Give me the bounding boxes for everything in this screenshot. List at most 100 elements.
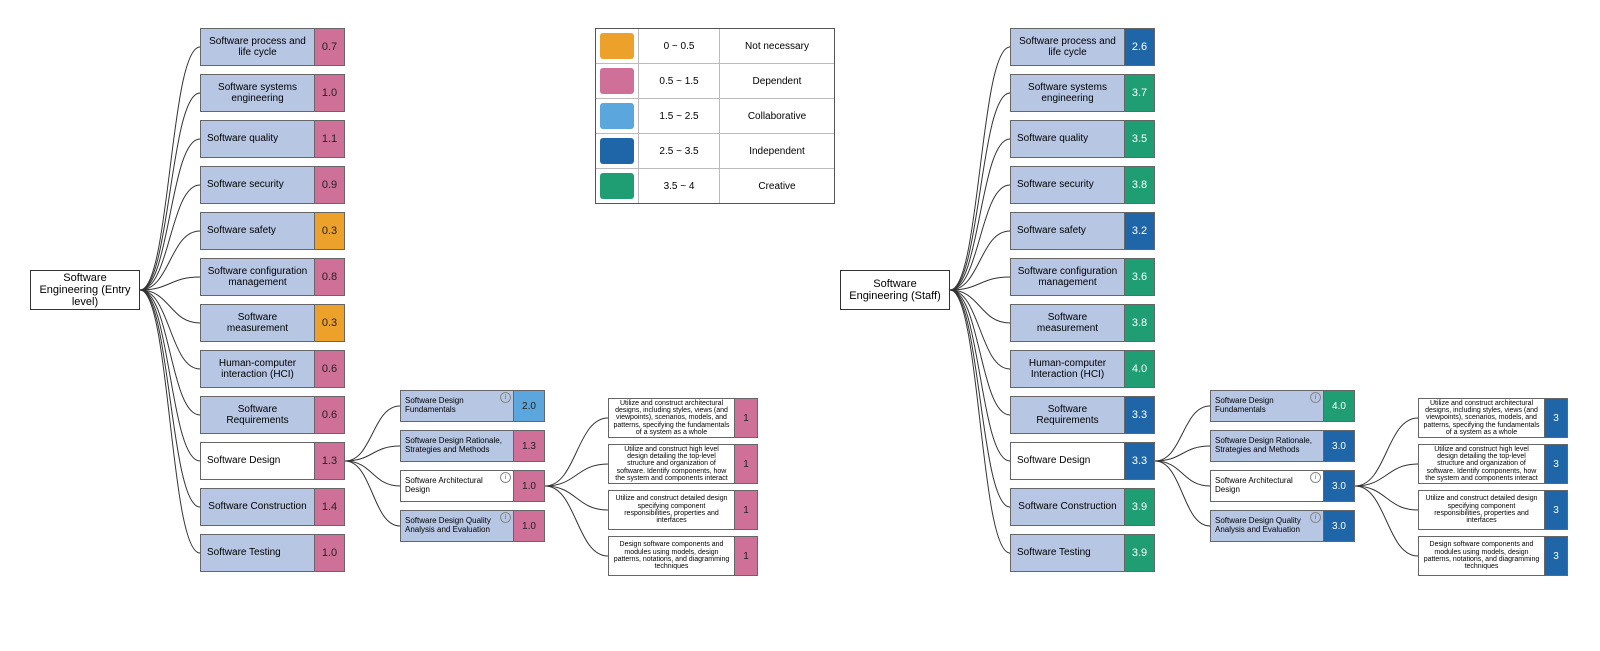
category-label: Software security <box>201 167 314 203</box>
subcategory-label: Software Design Rationale, Strategies an… <box>401 431 513 461</box>
category-label: Software quality <box>1011 121 1124 157</box>
category-node[interactable]: Software security0.9 <box>200 166 345 204</box>
leaf-score: 1 <box>734 445 757 483</box>
category-score: 3.5 <box>1124 121 1154 157</box>
category-node[interactable]: Software systems engineering3.7 <box>1010 74 1155 112</box>
root-node[interactable]: Software Engineering (Staff) <box>840 270 950 310</box>
category-node[interactable]: Software measurement3.8 <box>1010 304 1155 342</box>
category-node[interactable]: Human-computer interaction (HCI)0.6 <box>200 350 345 388</box>
subcategory-node[interactable]: Software Design Rationale, Strategies an… <box>1210 430 1355 462</box>
root-node[interactable]: Software Engineering (Entry level) <box>30 270 140 310</box>
category-label: Software quality <box>201 121 314 157</box>
leaf-node[interactable]: Utilize and construct architectural desi… <box>1418 398 1568 438</box>
subcategory-score: 2.0 <box>513 391 544 421</box>
subcategory-node[interactable]: Software Design Quality Analysis and Eva… <box>400 510 545 542</box>
category-label: Software Requirements <box>201 397 314 433</box>
category-node[interactable]: Software safety0.3 <box>200 212 345 250</box>
category-node[interactable]: Software configuration management0.8 <box>200 258 345 296</box>
category-node[interactable]: Software Design3.3 <box>1010 442 1155 480</box>
category-node[interactable]: Software Testing3.9 <box>1010 534 1155 572</box>
category-node[interactable]: Software safety3.2 <box>1010 212 1155 250</box>
subcategory-node[interactable]: Software Architectural Designi1.0 <box>400 470 545 502</box>
category-node[interactable]: Software Construction1.4 <box>200 488 345 526</box>
subcategory-score: 4.0 <box>1323 391 1354 421</box>
category-score: 1.1 <box>314 121 344 157</box>
leaf-node[interactable]: Utilize and construct high level design … <box>608 444 758 484</box>
category-node[interactable]: Software configuration management3.6 <box>1010 258 1155 296</box>
legend-row: 3.5 ~ 4Creative <box>596 169 834 203</box>
leaf-label: Utilize and construct architectural desi… <box>1419 399 1544 437</box>
category-node[interactable]: Software quality1.1 <box>200 120 345 158</box>
category-label: Software process and life cycle <box>201 29 314 65</box>
category-score: 1.0 <box>314 535 344 571</box>
category-label: Software systems engineering <box>201 75 314 111</box>
category-node[interactable]: Software Requirements0.6 <box>200 396 345 434</box>
category-node[interactable]: Software process and life cycle0.7 <box>200 28 345 66</box>
category-node[interactable]: Software Design1.3 <box>200 442 345 480</box>
category-score: 3.8 <box>1124 167 1154 203</box>
category-node[interactable]: Software security3.8 <box>1010 166 1155 204</box>
category-node[interactable]: Software Testing1.0 <box>200 534 345 572</box>
subcategory-node[interactable]: Software Design Fundamentalsi2.0 <box>400 390 545 422</box>
category-score: 0.9 <box>314 167 344 203</box>
info-icon[interactable]: i <box>1310 472 1321 483</box>
category-node[interactable]: Software Construction3.9 <box>1010 488 1155 526</box>
subcategory-node[interactable]: Software Design Rationale, Strategies an… <box>400 430 545 462</box>
info-icon[interactable]: i <box>1310 512 1321 523</box>
category-node[interactable]: Software systems engineering1.0 <box>200 74 345 112</box>
category-score: 3.7 <box>1124 75 1154 111</box>
category-label: Software Design <box>201 443 314 479</box>
category-score: 0.6 <box>314 351 344 387</box>
category-score: 3.9 <box>1124 489 1154 525</box>
legend-range: 0.5 ~ 1.5 <box>638 64 720 98</box>
legend-row: 0 ~ 0.5Not necessary <box>596 29 834 64</box>
leaf-node[interactable]: Utilize and construct architectural desi… <box>608 398 758 438</box>
category-label: Software Requirements <box>1011 397 1124 433</box>
category-score: 3.9 <box>1124 535 1154 571</box>
category-score: 3.3 <box>1124 443 1154 479</box>
category-score: 0.3 <box>314 305 344 341</box>
category-score: 0.7 <box>314 29 344 65</box>
legend-swatch <box>600 138 634 164</box>
subcategory-node[interactable]: Software Design Quality Analysis and Eva… <box>1210 510 1355 542</box>
leaf-node[interactable]: Design software components and modules u… <box>1418 536 1568 576</box>
info-icon[interactable]: i <box>500 472 511 483</box>
leaf-node[interactable]: Utilize and construct detailed design sp… <box>608 490 758 530</box>
category-score: 0.3 <box>314 213 344 249</box>
leaf-node[interactable]: Utilize and construct high level design … <box>1418 444 1568 484</box>
legend-swatch <box>600 33 634 59</box>
category-score: 1.4 <box>314 489 344 525</box>
legend-range: 3.5 ~ 4 <box>638 169 720 203</box>
leaf-score: 3 <box>1544 491 1567 529</box>
category-node[interactable]: Software Requirements3.3 <box>1010 396 1155 434</box>
leaf-score: 1 <box>734 491 757 529</box>
legend-range: 2.5 ~ 3.5 <box>638 134 720 168</box>
category-score: 0.6 <box>314 397 344 433</box>
category-label: Software Testing <box>1011 535 1124 571</box>
info-icon[interactable]: i <box>500 392 511 403</box>
subcategory-label: Software Design Quality Analysis and Eva… <box>401 511 513 541</box>
legend-label: Creative <box>720 169 834 203</box>
subcategory-score: 1.0 <box>513 471 544 501</box>
info-icon[interactable]: i <box>1310 392 1321 403</box>
info-icon[interactable]: i <box>500 512 511 523</box>
legend-label: Dependent <box>720 64 834 98</box>
category-label: Software Construction <box>201 489 314 525</box>
subcategory-score: 3.0 <box>1323 431 1354 461</box>
subcategory-label: Software Design Quality Analysis and Eva… <box>1211 511 1323 541</box>
leaf-label: Design software components and modules u… <box>1419 537 1544 575</box>
subcategory-node[interactable]: Software Design Fundamentalsi4.0 <box>1210 390 1355 422</box>
category-label: Software Testing <box>201 535 314 571</box>
category-node[interactable]: Software measurement0.3 <box>200 304 345 342</box>
category-label: Software systems engineering <box>1011 75 1124 111</box>
subcategory-score: 3.0 <box>1323 471 1354 501</box>
category-node[interactable]: Software quality3.5 <box>1010 120 1155 158</box>
leaf-node[interactable]: Design software components and modules u… <box>608 536 758 576</box>
leaf-label: Utilize and construct detailed design sp… <box>609 491 734 529</box>
subcategory-node[interactable]: Software Architectural Designi3.0 <box>1210 470 1355 502</box>
leaf-node[interactable]: Utilize and construct detailed design sp… <box>1418 490 1568 530</box>
leaf-label: Design software components and modules u… <box>609 537 734 575</box>
category-node[interactable]: Software process and life cycle2.6 <box>1010 28 1155 66</box>
category-node[interactable]: Human-computer Interaction (HCI)4.0 <box>1010 350 1155 388</box>
category-score: 1.3 <box>314 443 344 479</box>
